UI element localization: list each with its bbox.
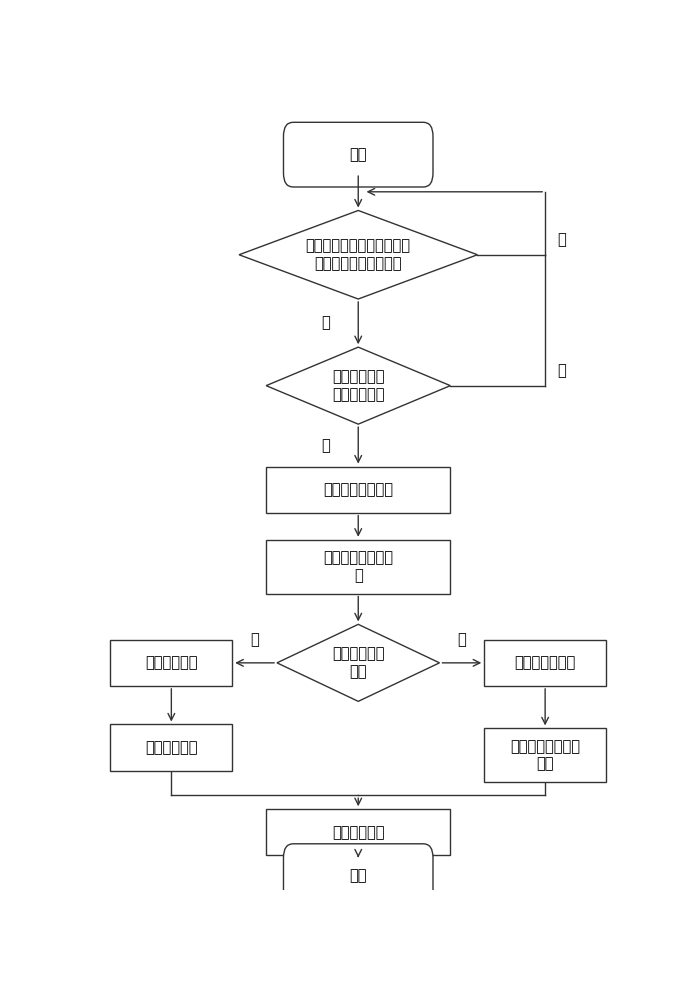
Text: 分析停电范围: 分析停电范围 [145, 740, 198, 755]
Bar [484, 728, 606, 782]
Text: 是否满足配变
终端过滤条件: 是否满足配变 终端过滤条件 [332, 369, 384, 402]
Bar [266, 466, 450, 513]
Text: 否: 否 [457, 632, 466, 647]
Bar [110, 724, 232, 771]
Text: 停电影响母线: 停电影响母线 [145, 655, 198, 670]
Text: 否: 否 [557, 232, 565, 247]
Bar [110, 640, 232, 686]
Text: 分析不明带电状态
范围: 分析不明带电状态 范围 [510, 739, 580, 771]
Polygon shape [277, 624, 440, 701]
Text: 建立停电事件列表: 建立停电事件列表 [323, 482, 394, 497]
Text: 启动: 启动 [350, 147, 367, 162]
Bar [484, 640, 606, 686]
Text: 分析带电范围: 分析带电范围 [332, 825, 384, 840]
Text: 结束: 结束 [350, 869, 367, 884]
Text: 否: 否 [322, 438, 330, 453]
Text: 是: 是 [250, 632, 259, 647]
FancyBboxPatch shape [284, 122, 433, 187]
Text: 是: 是 [557, 363, 565, 378]
Text: 计算停电特征匹配
度: 计算停电特征匹配 度 [323, 550, 394, 583]
Bar [266, 809, 450, 855]
FancyBboxPatch shape [284, 844, 433, 908]
Text: 不带电状态母线: 不带电状态母线 [514, 655, 576, 670]
Bar [266, 540, 450, 594]
Polygon shape [266, 347, 450, 424]
Text: 是: 是 [322, 316, 330, 331]
Text: 是否大于等于
阈値: 是否大于等于 阈値 [332, 647, 384, 679]
Polygon shape [239, 210, 477, 299]
Text: 是否产生配变终端状态离线
或配变终端的停电事件: 是否产生配变终端状态离线 或配变终端的停电事件 [305, 239, 411, 271]
